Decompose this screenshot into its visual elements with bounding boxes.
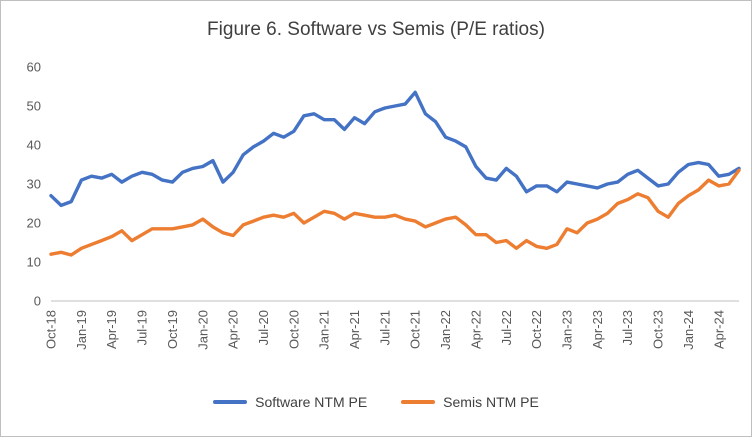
x-tick-label: Jul-19 [135,310,150,345]
x-tick-label: Apr-19 [104,310,119,349]
x-tick-label: Jan-21 [317,310,332,350]
x-tick-label: Oct-18 [44,310,59,349]
y-tick-label: 20 [27,216,41,231]
x-tick-label: Jan-20 [195,310,210,350]
x-tick-label: Apr-23 [590,310,605,349]
y-tick-label: 40 [27,138,41,153]
x-tick-label: Jul-21 [377,310,392,345]
x-tick-label: Jul-20 [256,310,271,345]
y-tick-label: 30 [27,177,41,192]
x-tick-label: Oct-22 [529,310,544,349]
x-tick-label: Oct-20 [286,310,301,349]
legend-label-software: Software NTM PE [255,394,368,410]
x-tick-label: Apr-20 [226,310,241,349]
y-tick-label: 60 [27,60,41,75]
plot-area: 0 10 20 30 40 50 60 Oct-18 Jan-19 Apr-19 Jul-19 Oct… [27,60,741,350]
y-tick-label: 0 [34,294,41,309]
x-tick-label: Jan-22 [438,310,453,350]
legend-swatch-semis-icon [401,400,436,404]
y-tick-label: 50 [27,99,41,114]
x-tick-label: Apr-22 [468,310,483,349]
x-tick-label: Jan-24 [681,310,696,350]
x-tick-label: Apr-24 [711,310,726,349]
x-tick-label: Oct-19 [165,310,180,349]
y-tick-label: 10 [27,255,41,270]
x-tick-label: Jul-23 [620,310,635,345]
legend-label-semis: Semis NTM PE [443,394,539,410]
x-tick-label: Jan-19 [74,310,89,350]
series-line-semis-ntm-pe [49,168,741,257]
x-tick-label: Jan-23 [560,310,575,350]
legend: Software NTM PE Semis NTM PE [1,385,751,419]
chart-title: Figure 6. Software vs Semis (P/E ratios) [207,19,545,40]
x-tick-label: Jul-22 [499,310,514,345]
x-tick-label: Oct-21 [408,310,423,349]
x-tick-label: Apr-21 [347,310,362,349]
legend-item-semis: Semis NTM PE [401,394,539,410]
legend-item-software: Software NTM PE [213,394,367,410]
series-line-software-ntm-pe [49,90,741,208]
x-tick-label: Oct-23 [651,310,666,349]
legend-swatch-software-icon [213,400,248,404]
